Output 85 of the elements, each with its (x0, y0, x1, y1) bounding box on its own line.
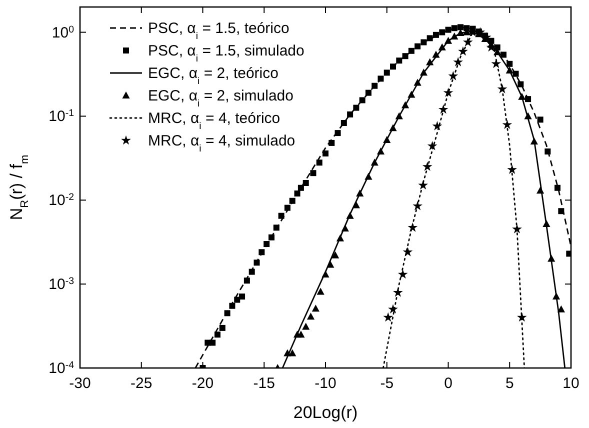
point (420, 68, 428, 76)
point (427, 140, 438, 150)
point (443, 88, 454, 97)
x-tick-label: -30 (69, 375, 91, 392)
point (450, 32, 458, 40)
point (542, 220, 550, 227)
point (502, 120, 512, 129)
point (481, 32, 492, 42)
point (402, 246, 413, 256)
x-tick-label: -25 (130, 375, 152, 392)
point (548, 254, 556, 262)
y-tick-label: 10$^{-1}$ (48, 108, 74, 126)
y-tick-label: 10$^{-3}$ (48, 276, 74, 294)
x-tick-label: -5 (380, 375, 394, 392)
point (506, 66, 514, 74)
point (336, 234, 344, 242)
point (288, 349, 296, 356)
point (524, 112, 532, 120)
point (497, 84, 508, 94)
point (530, 137, 538, 144)
point (444, 36, 452, 44)
x-tick-label: -20 (192, 375, 214, 392)
point (383, 136, 391, 144)
point (398, 269, 408, 279)
point (536, 186, 544, 194)
x-tick-label: -10 (314, 375, 336, 392)
point (332, 251, 340, 258)
point (422, 162, 432, 171)
point (475, 27, 486, 36)
point (426, 58, 434, 66)
point (491, 58, 502, 68)
point (356, 189, 364, 196)
point (462, 37, 473, 46)
point (414, 78, 422, 86)
y-tick-label: 10$^{0}$ (52, 24, 75, 42)
x-axis-title: 20Log(r) (293, 403, 358, 422)
point (388, 304, 398, 314)
point (364, 172, 372, 180)
point (432, 50, 440, 58)
point (393, 287, 403, 297)
point (516, 312, 527, 322)
legend-label: PSC, α$_{i}$ = 1.5, simulado (148, 42, 304, 64)
point (518, 92, 526, 100)
legend-label: PSC, α$_{i}$ = 1.5, teórico (148, 20, 290, 42)
point (438, 43, 446, 50)
point (552, 292, 560, 300)
point (456, 29, 464, 36)
point (512, 224, 522, 234)
point (432, 121, 442, 130)
legend-label: EGC, α$_{i}$ = 2, simulado (148, 88, 294, 109)
point (312, 304, 320, 312)
point (346, 212, 354, 219)
point (408, 90, 416, 98)
point (458, 46, 468, 56)
point (302, 322, 310, 330)
x-tick-label: -15 (253, 375, 275, 392)
point (341, 224, 349, 232)
point (383, 312, 394, 322)
legend-label: MRC, α$_{i}$ = 4, teórico (148, 110, 280, 132)
point (418, 180, 428, 190)
y-tick-label: 10$^{-4}$ (48, 360, 75, 377)
y-tick-label: 10$^{-2}$ (48, 192, 74, 210)
point (316, 288, 324, 295)
point (448, 70, 458, 80)
x-tick-label: 10 (562, 375, 580, 392)
point (352, 201, 360, 208)
point (306, 312, 315, 320)
point (389, 124, 397, 132)
point (412, 200, 422, 210)
point (401, 101, 410, 108)
legend-label: MRC, α$_{i}$ = 4, simulado (148, 132, 296, 154)
point (326, 260, 334, 268)
point (408, 222, 418, 232)
point (297, 330, 305, 338)
point (438, 104, 448, 114)
point (395, 112, 403, 120)
point (376, 147, 385, 154)
point (322, 270, 330, 278)
x-tick-label: 5 (505, 375, 514, 392)
legend-label: EGC, α$_{i}$ = 2, teórico (148, 65, 278, 86)
point (453, 57, 463, 66)
point (370, 158, 378, 166)
point (557, 305, 565, 312)
point (507, 164, 517, 174)
x-tick-label: 0 (444, 375, 452, 392)
